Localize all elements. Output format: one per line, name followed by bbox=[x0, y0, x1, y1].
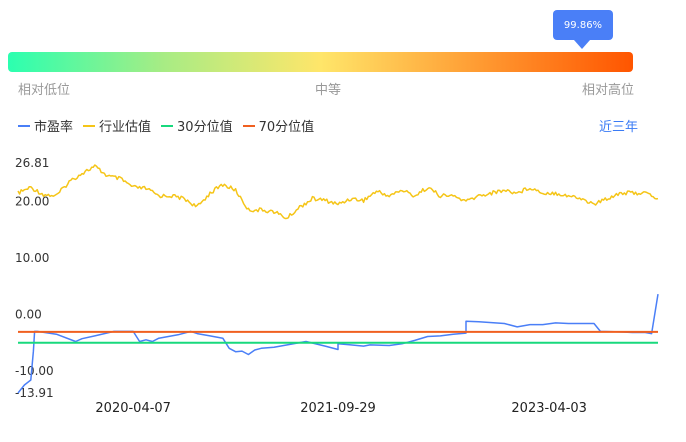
legend-swatch-pe bbox=[18, 124, 30, 127]
legend-label-p30: 30分位值 bbox=[177, 120, 233, 135]
y-tick-label: 26.81 bbox=[15, 156, 49, 170]
percentile-tooltip: 99.86% bbox=[553, 10, 613, 49]
y-tick-label: 0.00 bbox=[15, 307, 42, 321]
y-tick-label: 10.00 bbox=[15, 251, 49, 265]
y-tick-label: -13.91 bbox=[15, 386, 54, 400]
percentile-value: 99.86% bbox=[563, 19, 603, 31]
range-selector-link[interactable]: 近三年 bbox=[599, 120, 639, 135]
percentile-gradient-bar bbox=[8, 52, 633, 72]
chart-legend: 市盈率 行业估值 30分位值 70分位值 bbox=[18, 116, 324, 135]
x-tick-label: 2020-04-07 bbox=[95, 401, 171, 416]
x-tick-label: 2021-09-29 bbox=[300, 401, 376, 416]
y-tick-label: -10.00 bbox=[15, 364, 54, 378]
legend-label-p70: 70分位值 bbox=[258, 120, 315, 135]
x-tick-label: 2023-04-03 bbox=[511, 401, 587, 416]
legend-item-p30[interactable]: 30分位值 bbox=[161, 116, 233, 135]
legend-swatch-p30 bbox=[161, 124, 174, 127]
series-line-industry bbox=[17, 164, 659, 220]
legend-label-pe: 市盈率 bbox=[34, 120, 74, 135]
series-line-pe bbox=[17, 293, 659, 394]
legend-swatch-p70 bbox=[242, 124, 255, 127]
bar-label-high: 相对高位 bbox=[582, 83, 635, 98]
legend-item-industry[interactable]: 行业估值 bbox=[83, 116, 151, 135]
legend-label-industry: 行业估值 bbox=[99, 120, 152, 135]
legend-swatch-industry bbox=[83, 124, 96, 127]
legend-item-pe[interactable]: 市盈率 bbox=[18, 116, 73, 135]
bar-label-low: 相对低位 bbox=[18, 83, 71, 98]
bar-label-mid: 中等 bbox=[315, 83, 342, 98]
legend-item-p70[interactable]: 70分位值 bbox=[242, 116, 315, 135]
y-tick-label: 20.00 bbox=[15, 194, 49, 208]
